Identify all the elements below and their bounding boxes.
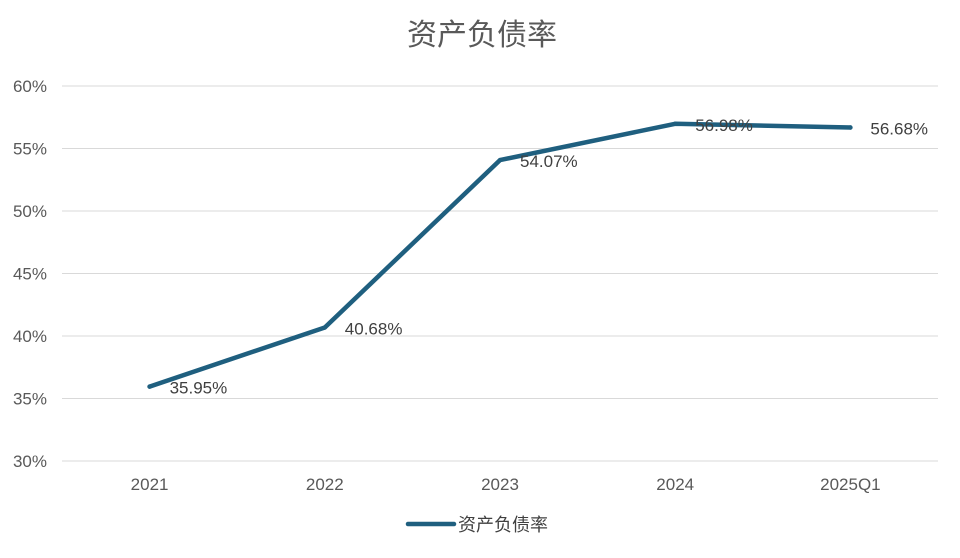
data-point [147, 384, 152, 389]
x-axis-ticks: 2021 2022 2023 2024 2025Q1 [131, 475, 881, 494]
y-tick-label: 30% [13, 452, 47, 471]
data-label: 54.07% [520, 152, 578, 171]
data-point [848, 125, 853, 130]
y-tick-label: 35% [13, 390, 47, 409]
data-labels: 35.95% 40.68% 54.07% 56.98% 56.68% [170, 116, 928, 398]
y-tick-label: 40% [13, 327, 47, 346]
data-point [497, 157, 503, 163]
x-tick-label: 2025Q1 [820, 475, 881, 494]
chart-title: 资产负债率 [407, 19, 557, 52]
series-line [147, 121, 853, 389]
y-axis-ticks: 30% 35% 40% 45% 50% 55% 60% [13, 77, 47, 471]
gridlines [62, 85, 938, 462]
x-tick-label: 2024 [656, 475, 694, 494]
legend: 资产负债率 [405, 515, 548, 535]
data-label: 40.68% [345, 320, 403, 339]
data-label: 56.98% [695, 116, 753, 135]
y-tick-label: 45% [13, 265, 47, 284]
legend-label: 资产负债率 [458, 515, 548, 535]
x-tick-label: 2021 [131, 475, 169, 494]
data-point [673, 121, 678, 126]
x-tick-label: 2022 [306, 475, 344, 494]
y-tick-label: 55% [13, 140, 47, 159]
y-tick-label: 60% [13, 77, 47, 96]
data-label: 56.68% [870, 120, 928, 139]
data-label: 35.95% [170, 379, 228, 398]
data-point [322, 325, 327, 330]
x-tick-label: 2023 [481, 475, 519, 494]
series-lines [147, 121, 853, 389]
y-tick-label: 50% [13, 202, 47, 221]
